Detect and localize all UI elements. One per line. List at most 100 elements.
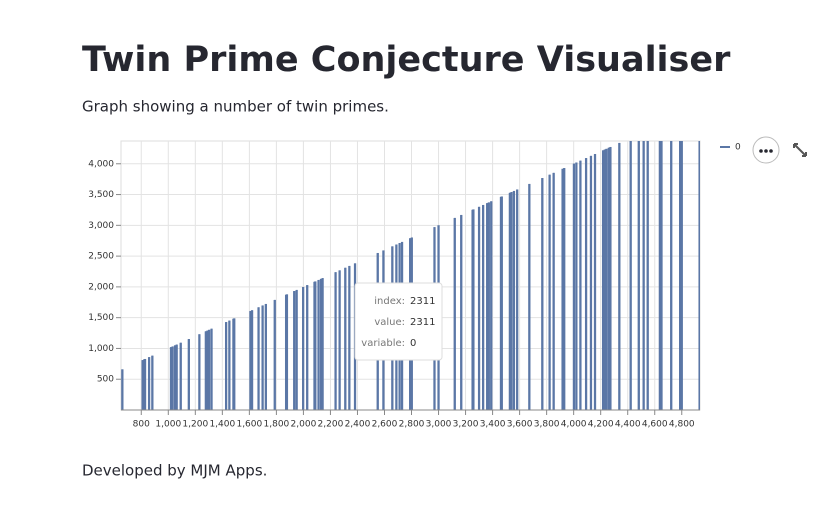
bar — [487, 202, 490, 410]
bar — [249, 310, 252, 410]
bar — [228, 320, 231, 410]
bar — [206, 330, 209, 410]
x-tick-label: 2,200 — [318, 420, 344, 430]
bar — [573, 163, 576, 410]
x-tick-label: 3,200 — [453, 420, 479, 430]
bar — [257, 307, 260, 410]
bar — [251, 310, 254, 410]
bar — [293, 291, 296, 410]
bar — [170, 347, 173, 410]
bar — [148, 357, 151, 410]
x-tick-label: 3,800 — [534, 420, 560, 430]
tooltip-value: 2311 — [410, 296, 435, 307]
x-tick-label: 2,600 — [372, 420, 398, 430]
bar — [637, 141, 640, 410]
bar — [187, 339, 190, 410]
bar — [579, 160, 582, 410]
bar — [273, 299, 276, 410]
bar — [490, 201, 493, 410]
bar — [179, 342, 182, 410]
fullscreen-button[interactable] — [793, 143, 807, 157]
y-tick-label: 1,000 — [88, 344, 114, 354]
bar — [609, 146, 612, 410]
tooltip-key: variable: — [361, 338, 405, 349]
bar — [314, 281, 317, 410]
bar — [174, 345, 177, 410]
bar — [607, 147, 610, 410]
x-tick-label: 4,800 — [669, 420, 695, 430]
bar — [510, 192, 513, 410]
y-tick-label: 500 — [97, 375, 114, 385]
bar — [306, 285, 309, 410]
legend-label: 0 — [735, 143, 741, 153]
bar — [175, 344, 178, 410]
y-tick-label: 3,500 — [88, 190, 114, 200]
bar — [563, 168, 566, 410]
bar — [670, 141, 673, 410]
bar — [171, 346, 174, 410]
bars — [121, 141, 700, 410]
bar — [233, 318, 236, 410]
x-tick-label: 1,200 — [182, 420, 208, 430]
bar — [585, 158, 588, 410]
tooltip-key: index: — [374, 296, 405, 307]
bar — [679, 141, 682, 410]
bar — [472, 209, 475, 410]
y-tick-label: 1,500 — [88, 313, 114, 323]
bar — [321, 278, 324, 410]
x-tick-label: 1,400 — [209, 420, 235, 430]
bar — [590, 155, 593, 410]
x-tick-label: 1,600 — [236, 420, 262, 430]
x-tick-label: 2,400 — [345, 420, 371, 430]
bar — [121, 369, 124, 410]
menu-dot — [769, 149, 773, 153]
bar — [541, 177, 544, 410]
bar — [320, 278, 323, 410]
bar — [208, 329, 211, 410]
x-tick-label: 3,600 — [507, 420, 533, 430]
x-tick-label: 4,600 — [642, 420, 668, 430]
footer: Developed by MJM Apps. — [82, 462, 267, 480]
bar — [509, 192, 512, 410]
bar — [344, 267, 347, 410]
bar — [198, 334, 201, 410]
bar — [261, 305, 264, 410]
bar — [204, 331, 207, 410]
x-tick-label: 3,000 — [426, 420, 452, 430]
x-tick-label: 1,000 — [155, 420, 181, 430]
bar — [513, 190, 516, 410]
bar — [603, 149, 606, 410]
bar — [334, 272, 337, 410]
bar — [680, 141, 683, 410]
bar — [210, 328, 213, 410]
x-tick-label: 4,200 — [588, 420, 614, 430]
bar — [642, 141, 645, 410]
menu-dot — [759, 149, 763, 153]
bar — [302, 286, 305, 410]
bar — [552, 172, 555, 410]
bar — [646, 141, 649, 410]
bar — [144, 358, 147, 410]
x-tick-label: 3,400 — [480, 420, 506, 430]
tooltip-value: 0 — [410, 338, 416, 349]
y-tick-label: 3,000 — [88, 221, 114, 231]
bar — [478, 206, 481, 410]
bar — [486, 203, 489, 410]
x-tick-label: 800 — [133, 420, 150, 430]
bar — [528, 183, 531, 410]
x-tick-label: 4,000 — [561, 420, 587, 430]
bar — [605, 148, 608, 410]
x-tick-label: 1,800 — [264, 420, 290, 430]
bar — [286, 294, 289, 410]
axes: 500 1,000 1,500 2,000 2,500 3,000 3,500 4,000 80… — [88, 159, 700, 430]
bar — [482, 204, 485, 410]
y-tick-label: 2,000 — [88, 282, 114, 292]
bar — [618, 142, 621, 410]
bar — [698, 141, 700, 410]
bar — [602, 150, 605, 410]
bar — [548, 174, 551, 410]
page-title: Twin Prime Conjecture Visualiser — [82, 40, 731, 80]
bar — [264, 303, 267, 410]
